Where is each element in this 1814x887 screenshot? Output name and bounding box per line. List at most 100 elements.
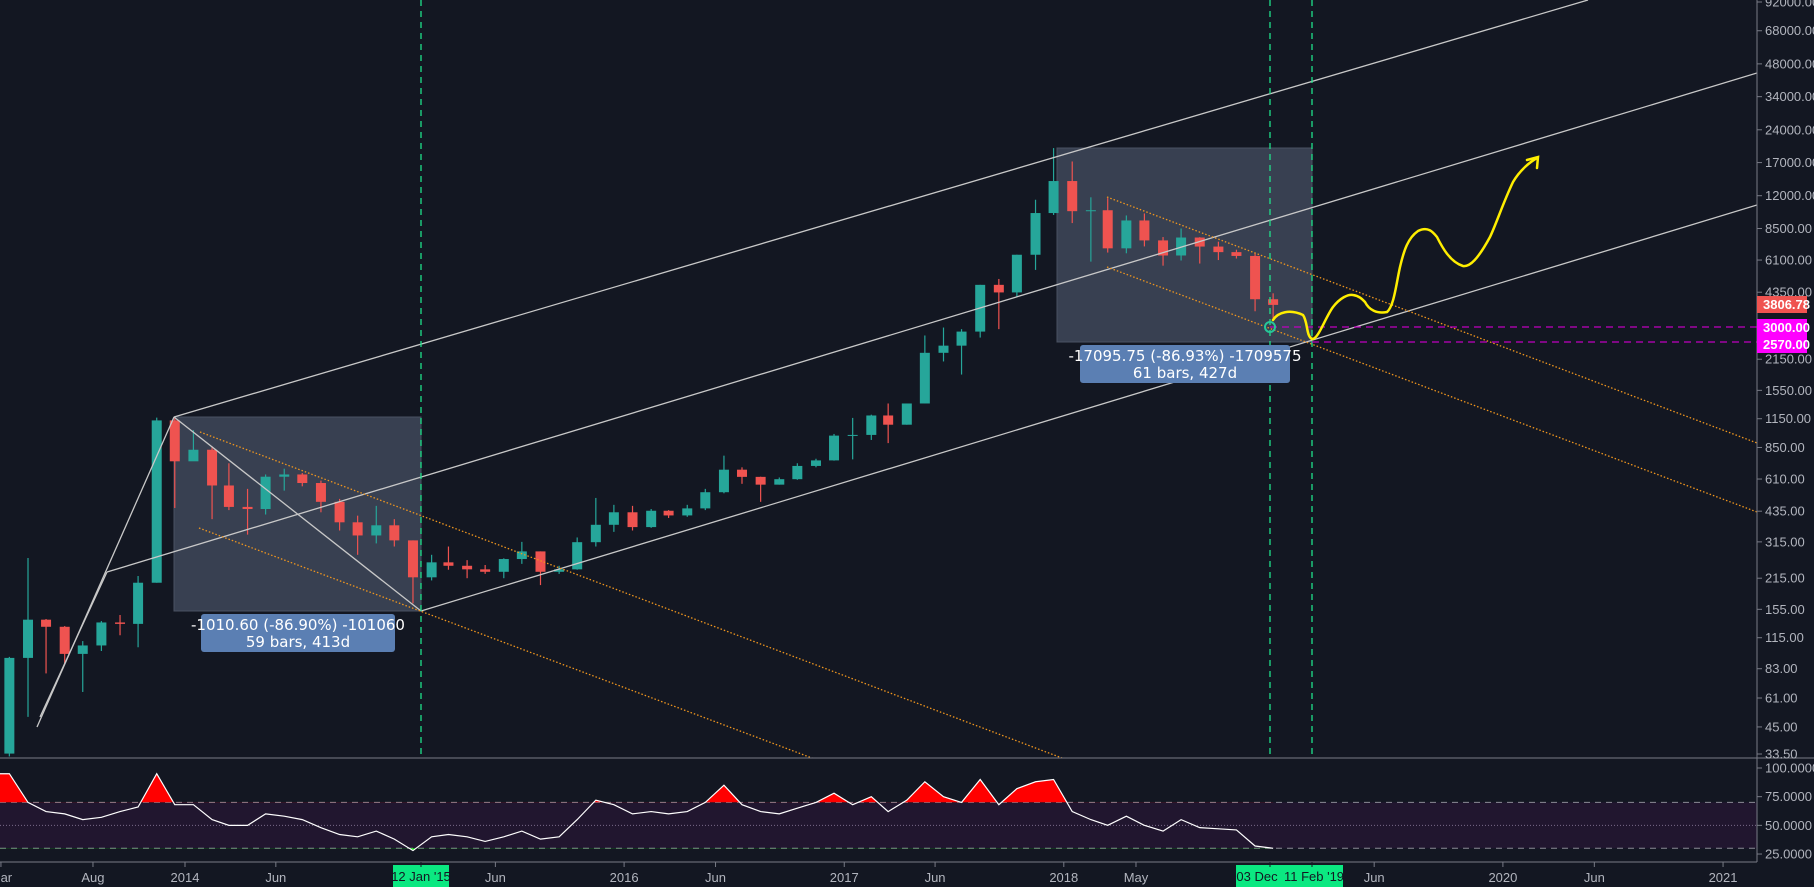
rsi-axis[interactable]: 100.0000 75.0000 50.0000 25.0000: [1757, 761, 1814, 862]
candle-body: [96, 622, 107, 646]
candle-body: [389, 525, 400, 541]
candle: [1030, 199, 1041, 270]
candle: [371, 505, 382, 544]
time-tick-label: Aug: [81, 870, 104, 885]
candle-body: [956, 331, 967, 346]
downtrend-upper-1[interactable]: [199, 431, 1063, 758]
projection-freehand-curve[interactable]: [1271, 156, 1539, 341]
level-2570-tag: 2570.00: [1757, 336, 1810, 353]
price-pane[interactable]: -1010.60 (-86.90%) -101060 59 bars, 413d…: [4, 0, 1757, 758]
candle-body: [188, 449, 199, 462]
date-tag-label: 03 Dec: [1236, 869, 1278, 884]
candle-body: [993, 284, 1004, 293]
candle: [151, 417, 162, 583]
candle: [535, 551, 546, 586]
price-tick-label: 48000.00: [1765, 56, 1814, 71]
candle-body: [1048, 181, 1059, 214]
price-tick-label: 155.00: [1765, 602, 1805, 617]
price-tick-label: 4350.00: [1765, 285, 1812, 300]
candle: [23, 557, 34, 717]
candle: [810, 458, 821, 468]
channel-middle-line[interactable]: [106, 72, 1757, 573]
channel-upper-line[interactable]: [173, 0, 1589, 418]
channel-lower-line[interactable]: [420, 204, 1757, 612]
candle: [115, 615, 126, 636]
candle-body: [41, 619, 52, 627]
downtrend-upper-2[interactable]: [1106, 196, 1757, 444]
bottom-marker-circle[interactable]: [1264, 321, 1276, 333]
time-tick-label: Jun: [925, 870, 946, 885]
candle-body: [23, 619, 34, 658]
candle-body: [847, 434, 858, 436]
time-tick-label: Jun: [1584, 870, 1605, 885]
candle: [352, 515, 363, 555]
candle-body: [608, 512, 619, 525]
channel-lines[interactable]: [36, 0, 1757, 728]
candle-body: [774, 479, 785, 485]
candle-body: [169, 420, 180, 462]
candle: [1213, 241, 1224, 261]
time-tick-label: Jun: [485, 870, 506, 885]
candle: [627, 505, 638, 531]
candle: [207, 446, 218, 520]
candle-body: [901, 403, 912, 425]
price-tick-label: 8500.00: [1765, 221, 1812, 236]
price-tick-label: 83.00: [1765, 661, 1798, 676]
candle-body: [919, 352, 930, 404]
candle-body: [223, 485, 234, 507]
measure-label-2: -17095.75 (-86.93%) -1709575 61 bars, 42…: [1068, 345, 1302, 383]
candle-body: [443, 562, 454, 566]
rsi-band-background: [0, 802, 1757, 849]
candle: [755, 476, 766, 502]
candle-body: [371, 525, 382, 536]
candle: [774, 477, 785, 485]
candle: [956, 329, 967, 375]
candle: [1139, 213, 1150, 247]
candle: [975, 284, 986, 338]
measure-label-2-line2: 61 bars, 427d: [1133, 364, 1237, 382]
candle: [1067, 161, 1078, 224]
candle: [1231, 249, 1242, 259]
time-tick-label: Jun: [1364, 870, 1385, 885]
price-tick-label: 1150.00: [1765, 411, 1811, 426]
candle: [883, 403, 894, 444]
time-tick-label: Mar: [0, 870, 13, 885]
price-tick-label: 610.00: [1765, 472, 1805, 487]
level-3000-tag: 3000.00: [1757, 319, 1810, 336]
time-tick-label: 2014: [171, 870, 200, 885]
downtrend-lines[interactable]: [198, 196, 1757, 758]
price-tick-label: 2150.00: [1765, 352, 1812, 367]
candle-body: [1085, 210, 1096, 212]
candle: [847, 417, 858, 460]
time-axis[interactable]: Mar Aug 2014 Jun Jun 2016 Jun 2017 Jun 2018 May Jun…: [0, 862, 1738, 887]
candle-body: [4, 657, 15, 754]
candle-body: [462, 565, 473, 570]
rsi-pane[interactable]: [0, 772, 1757, 852]
candle: [1085, 197, 1096, 262]
candle: [993, 278, 1004, 330]
price-tick-label: 34000.00: [1765, 89, 1814, 104]
candle: [498, 558, 509, 579]
price-tick-label: 115.00: [1765, 630, 1804, 645]
candle: [96, 621, 107, 651]
pitchfork-left-line[interactable]: [39, 571, 108, 718]
candle-body: [1213, 246, 1224, 253]
candle: [41, 618, 52, 674]
price-tick-label: 435.00: [1765, 504, 1805, 519]
candle-body: [207, 449, 218, 486]
price-tick-label: 61.00: [1765, 691, 1798, 706]
last-price-value: 3806.78: [1763, 297, 1810, 312]
candle-body: [792, 465, 803, 480]
time-tick-label: 2020: [1488, 870, 1517, 885]
candle-body: [1121, 220, 1132, 249]
price-tick-label: 315.00: [1765, 534, 1805, 549]
price-axis[interactable]: 92000.00 68000.00 48000.00 34000.00 24000.00…: [1757, 0, 1814, 762]
candle: [901, 403, 912, 425]
candle-body: [1067, 181, 1078, 212]
candle: [188, 430, 199, 462]
downtrend-lower-2[interactable]: [1106, 266, 1757, 513]
candle-body: [700, 492, 711, 509]
candles: [4, 148, 1279, 757]
downtrend-lower-1[interactable]: [198, 527, 813, 758]
